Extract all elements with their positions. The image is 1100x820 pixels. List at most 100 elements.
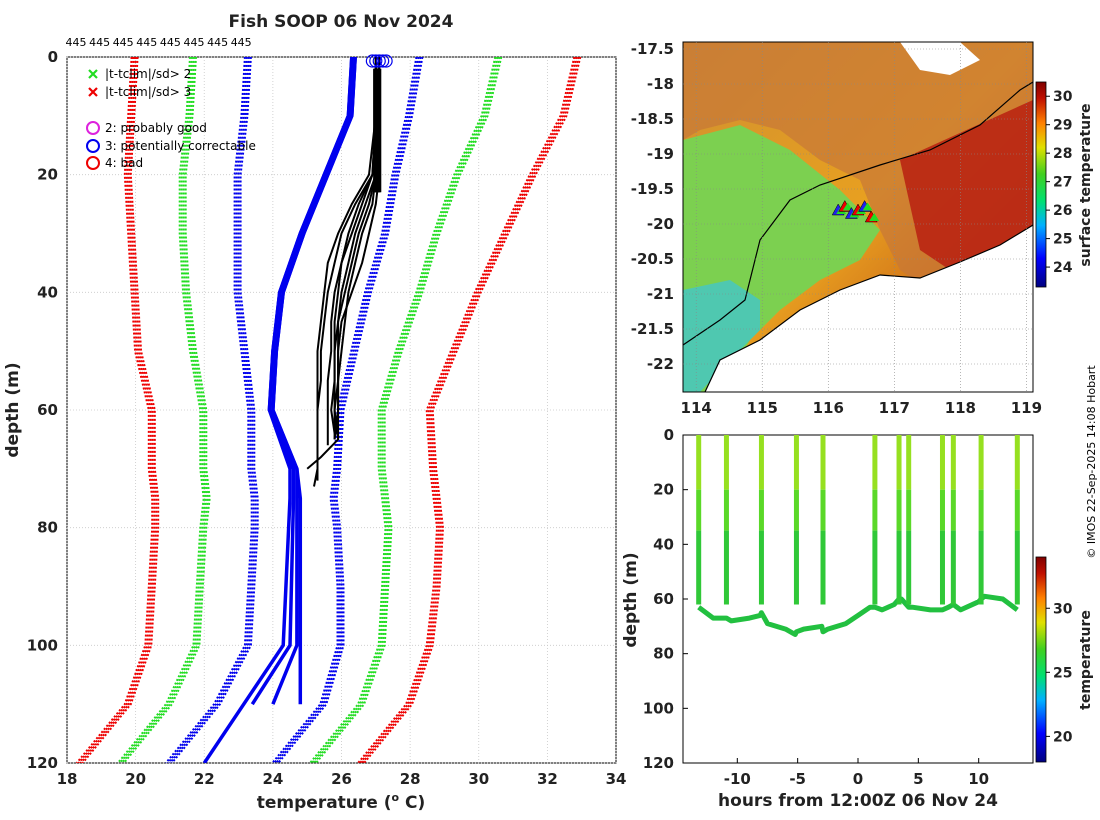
- section-x-tick: -5: [789, 770, 806, 788]
- top-count-label: 445: [231, 36, 252, 49]
- legend-x-marker: [88, 69, 98, 79]
- map-y-tick: -18.5: [631, 110, 674, 128]
- map-isobath: [683, 81, 1033, 346]
- map-x-tick: 116: [813, 399, 844, 417]
- clim-1sd-low-line: [165, 57, 253, 763]
- legend-label: |t-tclim|/sd> 3: [105, 85, 191, 99]
- clim-1sd-low-line: [169, 57, 257, 763]
- section-y-tick: 20: [653, 481, 674, 499]
- section-y-tick: 40: [653, 535, 674, 553]
- clim-2sd-high-line: [309, 57, 497, 763]
- clim-2sd-high-line: [313, 57, 501, 763]
- clim-1sd-high-line: [277, 57, 424, 763]
- legend-label: |t-tclim|/sd> 2: [105, 67, 191, 81]
- colorbar-tick: 20: [1053, 729, 1073, 745]
- clim-1sd-low-line: [167, 57, 255, 763]
- map-y-tick: -20.5: [631, 250, 674, 268]
- profile-x-label-sup: o: [392, 791, 400, 804]
- clim-2sd-high-line: [315, 57, 503, 763]
- profile-x-label: temperature (o C): [257, 791, 426, 813]
- clim-2sd-low-line: [119, 57, 207, 763]
- measured-profile-line: [316, 57, 377, 481]
- clim-2sd-low-line: [123, 57, 211, 763]
- map-ticks: 114 115 116 117 118 119 -17.5 -18 -18.5 -19 -19.5 -…: [631, 40, 1042, 417]
- top-count-label: 445: [113, 36, 134, 49]
- clim-3sd-high-line: [359, 57, 578, 763]
- section-colorbar-label: temperature: [1078, 610, 1094, 710]
- flag-circle: [369, 54, 383, 68]
- mean-profile-lines: [202, 57, 357, 763]
- colorbar-tick: 25: [1053, 232, 1072, 248]
- section-y-tick: 80: [653, 645, 674, 663]
- flag-circle: [376, 54, 390, 68]
- profile-y-tick: 20: [37, 166, 58, 184]
- map-y-tick: -20: [647, 215, 674, 233]
- profile-ticks: 18 20 22 24 26 28 30 32 34 0 20 40 60 80 100 120: [27, 48, 627, 788]
- colorbar-tick: 24: [1053, 260, 1073, 276]
- section-y-tick: 0: [664, 426, 674, 444]
- section-x-tick: -10: [724, 770, 751, 788]
- map-colorbar-label: surface temperature: [1078, 103, 1094, 266]
- clim-2sd-high-line: [311, 57, 499, 763]
- map-coastline: [704, 224, 1033, 392]
- top-count-labels: 445 445 445 445 445 445 445 445: [66, 36, 252, 49]
- map-y-tick: -19: [647, 145, 674, 163]
- colorbar-tick: 29: [1053, 118, 1072, 134]
- profile-x-tick: 34: [606, 770, 627, 788]
- profile-x-tick: 26: [331, 770, 352, 788]
- section-data: [696, 435, 1020, 637]
- profile-x-tick: 18: [57, 770, 78, 788]
- colorbar-tick: 30: [1053, 601, 1073, 617]
- legend-x-marker: [88, 87, 98, 97]
- track-marker-small: [869, 213, 880, 221]
- map-land: [705, 225, 1033, 392]
- map-x-tick: 118: [945, 399, 976, 417]
- top-count-label: 445: [66, 36, 87, 49]
- map-x-tick: 117: [879, 399, 910, 417]
- map-x-tick: 114: [681, 399, 712, 417]
- map-y-tick: -21.5: [631, 320, 674, 338]
- measured-profile-lines: [306, 57, 382, 487]
- top-count-label: 445: [207, 36, 228, 49]
- map-y-tick: -18: [647, 75, 674, 93]
- section-y-tick: 120: [643, 754, 674, 772]
- colorbar-tick: 26: [1053, 203, 1072, 219]
- map-x-tick: 119: [1011, 399, 1042, 417]
- section-bottom-trace: [697, 593, 1019, 637]
- clim-3sd-low-line: [75, 57, 154, 763]
- page-title: Fish SOOP 06 Nov 2024: [229, 12, 454, 32]
- profile-y-tick: 120: [27, 754, 58, 772]
- section-y-tick: 100: [643, 699, 674, 717]
- flag-circle: [365, 54, 379, 68]
- legend-circle-marker: [86, 139, 100, 153]
- profile-y-label: depth (m): [3, 362, 23, 457]
- watermark: © IMOS 22-Sep-2025 14:08 Hobart: [1085, 365, 1098, 559]
- section-x-tick: 10: [968, 770, 989, 788]
- top-count-label: 445: [89, 36, 110, 49]
- track-marker-small: [842, 202, 853, 211]
- legend-circle-marker: [86, 156, 100, 170]
- legend-label: 3: potentially correctable: [105, 139, 256, 153]
- top-count-label: 445: [136, 36, 157, 49]
- mean-profile-line: [271, 57, 357, 705]
- clim-1sd-high-line: [275, 57, 422, 763]
- climatology-lines: [75, 57, 582, 763]
- map-field: [683, 42, 1033, 392]
- map-colorbar: [1035, 81, 1047, 288]
- map-track: [831, 199, 880, 223]
- clim-3sd-low-line: [79, 57, 158, 763]
- profile-y-tick: 40: [37, 283, 58, 301]
- clim-1sd-high-line: [273, 57, 420, 763]
- legend-circle-marker: [86, 121, 100, 135]
- track-marker-small: [862, 202, 873, 211]
- profile-x-label-text: temperature (: [257, 793, 392, 813]
- map-axes-box: [682, 41, 1034, 393]
- clim-1sd-low-line: [171, 57, 259, 763]
- section-y-label: depth (m): [621, 552, 641, 647]
- section-colorbar-ticks: 20 25 30: [1046, 601, 1073, 745]
- map-colorbar-ticks: 24 25 26 27 28 29 30: [1046, 89, 1073, 276]
- mean-profile-line: [202, 57, 354, 763]
- top-count-label: 445: [160, 36, 181, 49]
